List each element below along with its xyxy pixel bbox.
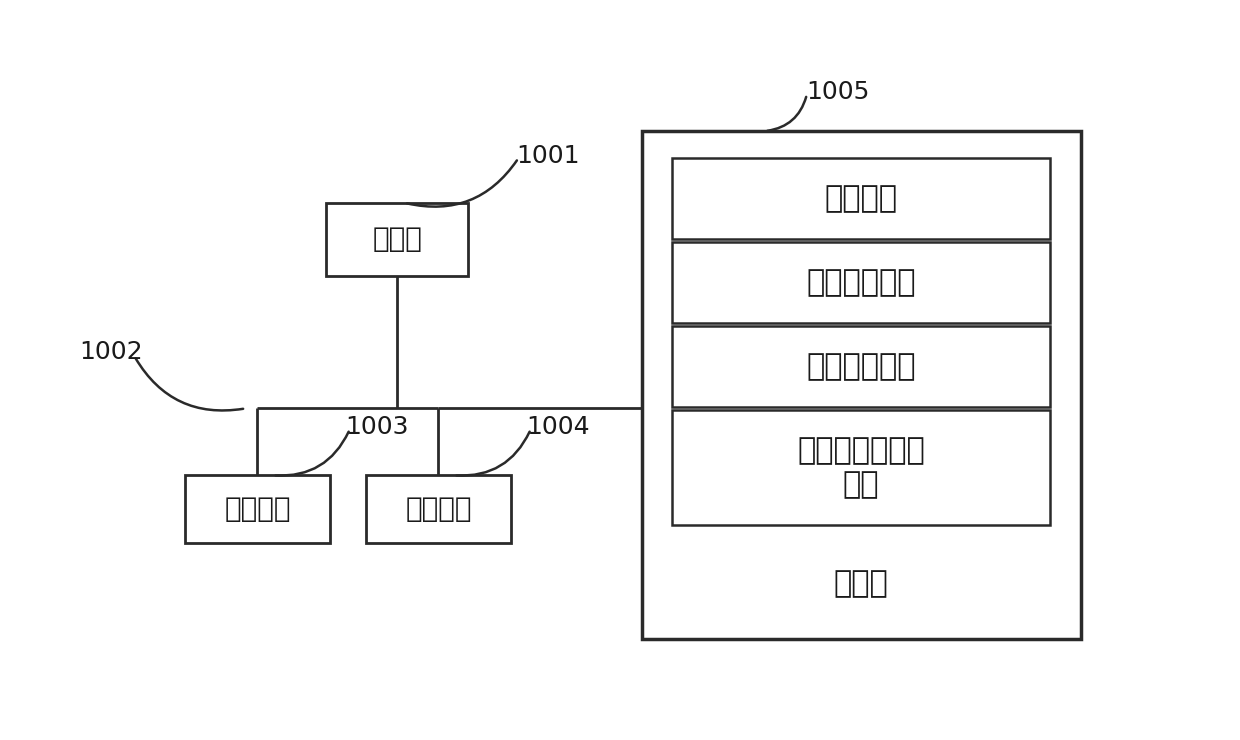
Bar	[672, 242, 1050, 323]
Text: 网络接口: 网络接口	[405, 495, 471, 523]
Bar	[672, 158, 1050, 239]
Text: 处理器: 处理器	[372, 226, 422, 253]
Text: 操作系统: 操作系统	[825, 184, 898, 213]
Bar	[672, 410, 1050, 525]
Text: 1001: 1001	[516, 144, 579, 168]
Text: 1002: 1002	[79, 340, 143, 364]
Bar	[185, 475, 330, 543]
Text: 空气调节器控制
程序: 空气调节器控制 程序	[797, 437, 925, 499]
Text: 1005: 1005	[806, 80, 869, 104]
Bar	[672, 326, 1050, 407]
Text: 网络通信模块: 网络通信模块	[806, 268, 916, 297]
Bar	[641, 131, 1080, 639]
Bar	[366, 475, 511, 543]
Text: 1004: 1004	[526, 415, 589, 439]
Text: 存储器: 存储器	[833, 569, 889, 599]
Text: 用户接口模块: 用户接口模块	[806, 352, 916, 381]
Text: 1003: 1003	[345, 415, 408, 439]
Text: 用户接口: 用户接口	[224, 495, 290, 523]
Bar	[326, 203, 469, 276]
